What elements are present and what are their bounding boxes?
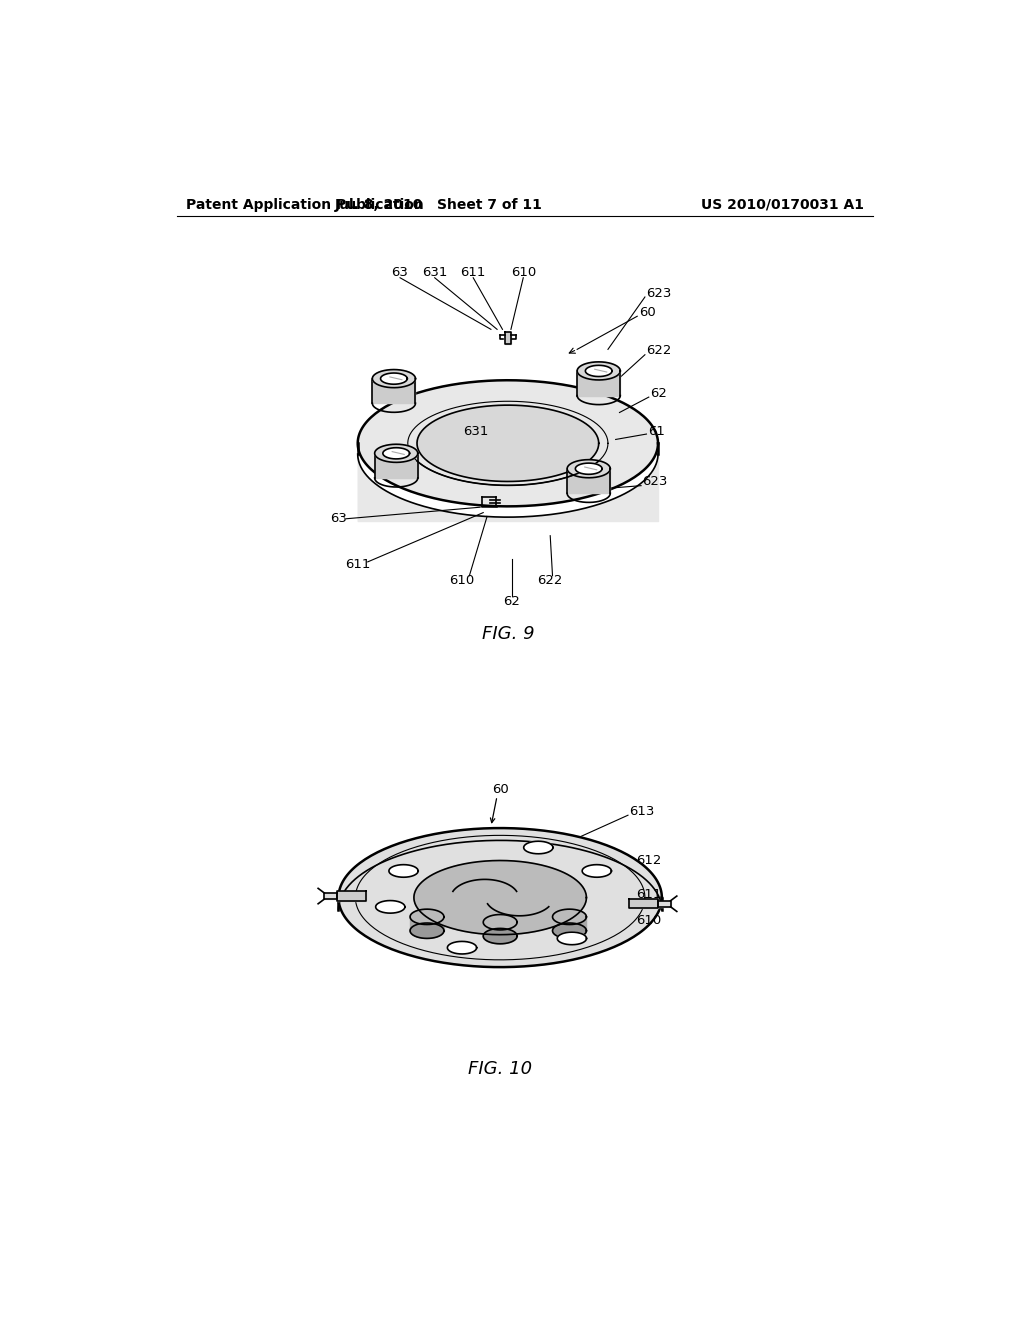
Polygon shape	[553, 909, 587, 924]
Polygon shape	[575, 463, 602, 474]
Text: 623: 623	[643, 475, 668, 488]
Text: 61: 61	[648, 425, 665, 438]
Polygon shape	[339, 828, 662, 968]
Text: 622: 622	[538, 574, 563, 587]
Text: FIG. 10: FIG. 10	[468, 1060, 532, 1077]
Polygon shape	[410, 923, 444, 939]
Text: 610: 610	[450, 574, 474, 587]
Text: 63: 63	[391, 265, 409, 279]
Text: 612: 612	[636, 854, 662, 867]
Text: 623: 623	[646, 286, 672, 300]
Polygon shape	[483, 923, 517, 936]
Polygon shape	[629, 899, 658, 908]
Polygon shape	[414, 861, 587, 935]
Polygon shape	[410, 909, 444, 924]
Polygon shape	[578, 371, 621, 396]
Polygon shape	[553, 917, 587, 931]
Polygon shape	[523, 841, 553, 854]
Polygon shape	[376, 900, 404, 913]
Text: Patent Application Publication: Patent Application Publication	[186, 198, 424, 211]
Text: 610: 610	[511, 265, 536, 279]
Text: 631: 631	[463, 425, 488, 438]
Text: 611: 611	[461, 265, 486, 279]
Polygon shape	[373, 379, 416, 404]
Polygon shape	[658, 900, 671, 907]
Polygon shape	[325, 892, 337, 899]
Polygon shape	[337, 891, 366, 900]
Polygon shape	[375, 453, 418, 478]
Polygon shape	[483, 915, 517, 929]
Polygon shape	[447, 941, 476, 954]
Text: 62: 62	[503, 594, 520, 607]
Polygon shape	[505, 331, 511, 345]
Polygon shape	[357, 380, 658, 507]
Polygon shape	[339, 841, 662, 909]
Polygon shape	[586, 366, 612, 376]
Text: 631: 631	[422, 265, 447, 279]
Polygon shape	[557, 932, 587, 945]
Text: US 2010/0170031 A1: US 2010/0170031 A1	[700, 198, 863, 211]
Polygon shape	[383, 447, 410, 459]
Polygon shape	[417, 405, 599, 482]
Text: 62: 62	[436, 892, 454, 906]
Text: Jul. 8, 2010   Sheet 7 of 11: Jul. 8, 2010 Sheet 7 of 11	[335, 198, 543, 211]
Polygon shape	[583, 865, 611, 878]
Text: 63: 63	[330, 512, 347, 525]
Polygon shape	[567, 469, 610, 494]
Text: FIG. 9: FIG. 9	[481, 626, 535, 643]
Polygon shape	[578, 362, 621, 380]
Polygon shape	[389, 865, 418, 878]
Text: 613: 613	[630, 805, 655, 818]
Text: 62: 62	[650, 387, 668, 400]
Text: 610: 610	[636, 915, 660, 927]
Text: 60: 60	[639, 306, 655, 319]
Text: 622: 622	[646, 345, 672, 358]
Polygon shape	[381, 374, 408, 384]
Polygon shape	[373, 370, 416, 388]
Text: 611: 611	[345, 558, 371, 572]
Text: 60: 60	[492, 783, 509, 796]
Polygon shape	[483, 928, 517, 944]
Polygon shape	[567, 459, 610, 478]
Polygon shape	[375, 445, 418, 462]
Text: 611: 611	[636, 888, 662, 902]
Polygon shape	[410, 917, 444, 931]
Polygon shape	[553, 923, 587, 939]
